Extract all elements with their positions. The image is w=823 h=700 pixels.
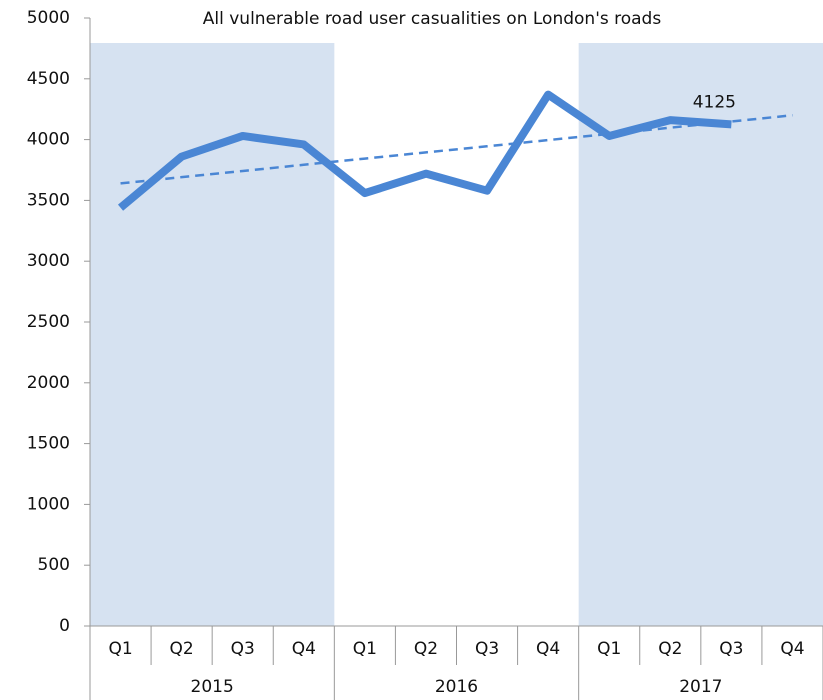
x-tick-label: Q1 xyxy=(108,639,132,659)
x-tick-label: Q3 xyxy=(231,639,255,659)
y-tick-label: 3000 xyxy=(27,251,70,271)
x-tick-label: Q2 xyxy=(170,639,194,659)
y-tick-label: 5000 xyxy=(27,8,70,28)
y-tick-label: 1500 xyxy=(27,434,70,454)
x-tick-label: Q4 xyxy=(292,639,316,659)
y-tick-label: 4500 xyxy=(27,69,70,89)
group-label: 2015 xyxy=(191,677,234,697)
x-tick-label: Q1 xyxy=(597,639,621,659)
x-tick-label: Q2 xyxy=(658,639,682,659)
y-tick-label: 2000 xyxy=(27,373,70,393)
y-tick-label: 1000 xyxy=(27,494,70,514)
y-tick-label: 4000 xyxy=(27,130,70,150)
chart-title: All vulnerable road user casualities on … xyxy=(203,9,662,29)
y-tick-label: 3500 xyxy=(27,190,70,210)
x-tick-label: Q3 xyxy=(719,639,743,659)
y-tick-label: 500 xyxy=(38,555,70,575)
x-tick-label: Q4 xyxy=(780,639,804,659)
y-tick-label: 0 xyxy=(59,616,70,636)
data-label: 4125 xyxy=(693,92,736,112)
group-band xyxy=(90,43,335,626)
group-label: 2016 xyxy=(435,677,478,697)
group-band xyxy=(578,43,823,626)
x-tick-label: Q2 xyxy=(414,639,438,659)
group-label: 2017 xyxy=(679,677,722,697)
y-tick-label: 2500 xyxy=(27,312,70,332)
x-tick-label: Q4 xyxy=(536,639,560,659)
trend-line xyxy=(120,114,793,185)
x-tick-label: Q3 xyxy=(475,639,499,659)
x-tick-label: Q1 xyxy=(353,639,377,659)
